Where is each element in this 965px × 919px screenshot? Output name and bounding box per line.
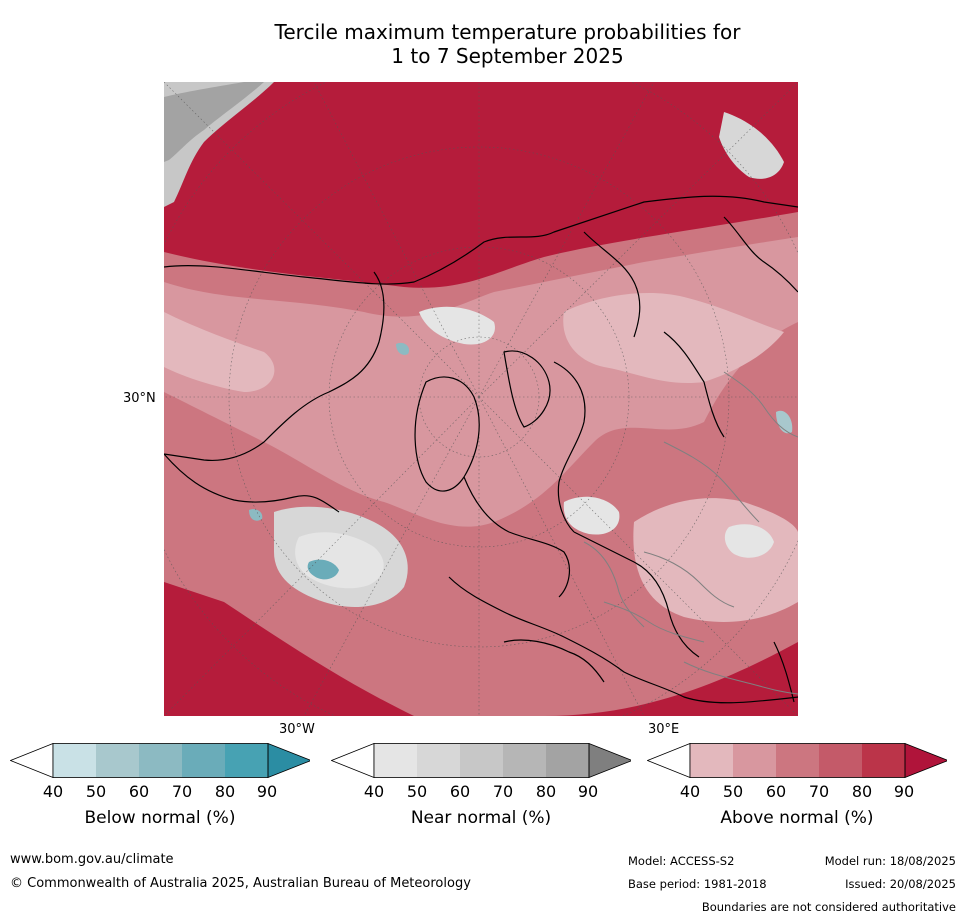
near-normal-region-asia — [724, 524, 774, 558]
tick: 80 — [851, 782, 873, 801]
tick: 90 — [577, 782, 599, 801]
colorbar-cell — [374, 743, 417, 778]
tick: 80 — [535, 782, 557, 801]
colorbar-cell — [776, 743, 819, 778]
tick: 50 — [722, 782, 744, 801]
tick: 60 — [449, 782, 471, 801]
tick: 70 — [808, 782, 830, 801]
footer-website: www.bom.gov.au/climate — [10, 852, 174, 867]
tick: 40 — [679, 782, 701, 801]
colorbar-cell — [546, 743, 589, 778]
colorbar-cell — [460, 743, 503, 778]
tick: 60 — [765, 782, 787, 801]
colorbar-outline — [689, 743, 906, 778]
chart-title: Tercile maximum temperature probabilitie… — [160, 20, 855, 68]
footer-disclaimer: Boundaries are not considered authoritat… — [701, 900, 956, 914]
footer-issued: Issued: 20/08/2025 — [845, 877, 956, 891]
coastlines — [164, 195, 798, 704]
footer-base-period: Base period: 1981-2018 — [628, 877, 767, 891]
colorbar-extension-high — [588, 743, 631, 778]
near-normal-region-central — [419, 306, 495, 345]
colorbar-cell — [417, 743, 460, 778]
tick: 50 — [85, 782, 107, 801]
colorbar-extension-low — [10, 743, 54, 778]
colorbar-extension-high — [267, 743, 310, 778]
colorbar-cell — [862, 743, 905, 778]
colorbar-cell — [733, 743, 776, 778]
tick: 60 — [128, 782, 150, 801]
title-line-1: Tercile maximum temperature probabilitie… — [274, 20, 741, 44]
colorbar-cell — [96, 743, 139, 778]
latitude-label-30n: 30°N — [123, 391, 156, 406]
below-normal-patch-labrador — [249, 509, 263, 521]
colorbar-label-above: Above normal (%) — [720, 808, 874, 828]
tick: 40 — [42, 782, 64, 801]
near-normal-region-pacific-dark — [164, 82, 264, 162]
below-normal-patch-atlantic — [307, 559, 339, 580]
colorbar-outline — [52, 743, 269, 778]
graticule — [164, 82, 798, 716]
tick: 50 — [406, 782, 428, 801]
colorbar-below-normal — [10, 743, 310, 778]
footer-copyright: © Commonwealth of Australia 2025, Austra… — [10, 876, 471, 891]
footer-model-run: Model run: 18/08/2025 — [824, 854, 956, 868]
colorbar-near-normal — [331, 743, 631, 778]
tick: 40 — [363, 782, 385, 801]
tick: 90 — [256, 782, 278, 801]
colorbar-label-near: Near normal (%) — [410, 808, 552, 828]
colorbar-above-normal — [647, 743, 947, 778]
tick: 80 — [214, 782, 236, 801]
colorbar-outline — [373, 743, 590, 778]
near-normal-region-europe — [563, 496, 620, 535]
lowest-probability-patch-1 — [563, 292, 784, 384]
tick: 90 — [893, 782, 915, 801]
tick: 70 — [492, 782, 514, 801]
country-borders — [583, 371, 798, 695]
colorbar-extension-low — [331, 743, 375, 778]
colorbar-extension-high — [904, 743, 947, 778]
longitude-label-30w: 30°W — [279, 722, 315, 737]
colorbar-cell — [503, 743, 546, 778]
lowest-probability-patch-2 — [164, 312, 275, 392]
colorbar-cell — [225, 743, 268, 778]
colorbar-cell — [139, 743, 182, 778]
colorbar-cell — [182, 743, 225, 778]
below-normal-patch-east — [776, 410, 793, 434]
below-normal-patch-hudson — [396, 342, 410, 355]
polar-map — [164, 82, 798, 716]
colorbar-cell — [690, 743, 733, 778]
near-normal-region-siberia — [719, 112, 784, 179]
colorbar-label-below: Below normal (%) — [84, 808, 236, 828]
colorbar-cell — [53, 743, 96, 778]
tick: 70 — [171, 782, 193, 801]
colorbar-cell — [819, 743, 862, 778]
title-line-2: 1 to 7 September 2025 — [391, 44, 624, 68]
colorbar-extension-low — [647, 743, 691, 778]
footer-model: Model: ACCESS-S2 — [628, 854, 735, 868]
longitude-label-30e: 30°E — [648, 722, 680, 737]
